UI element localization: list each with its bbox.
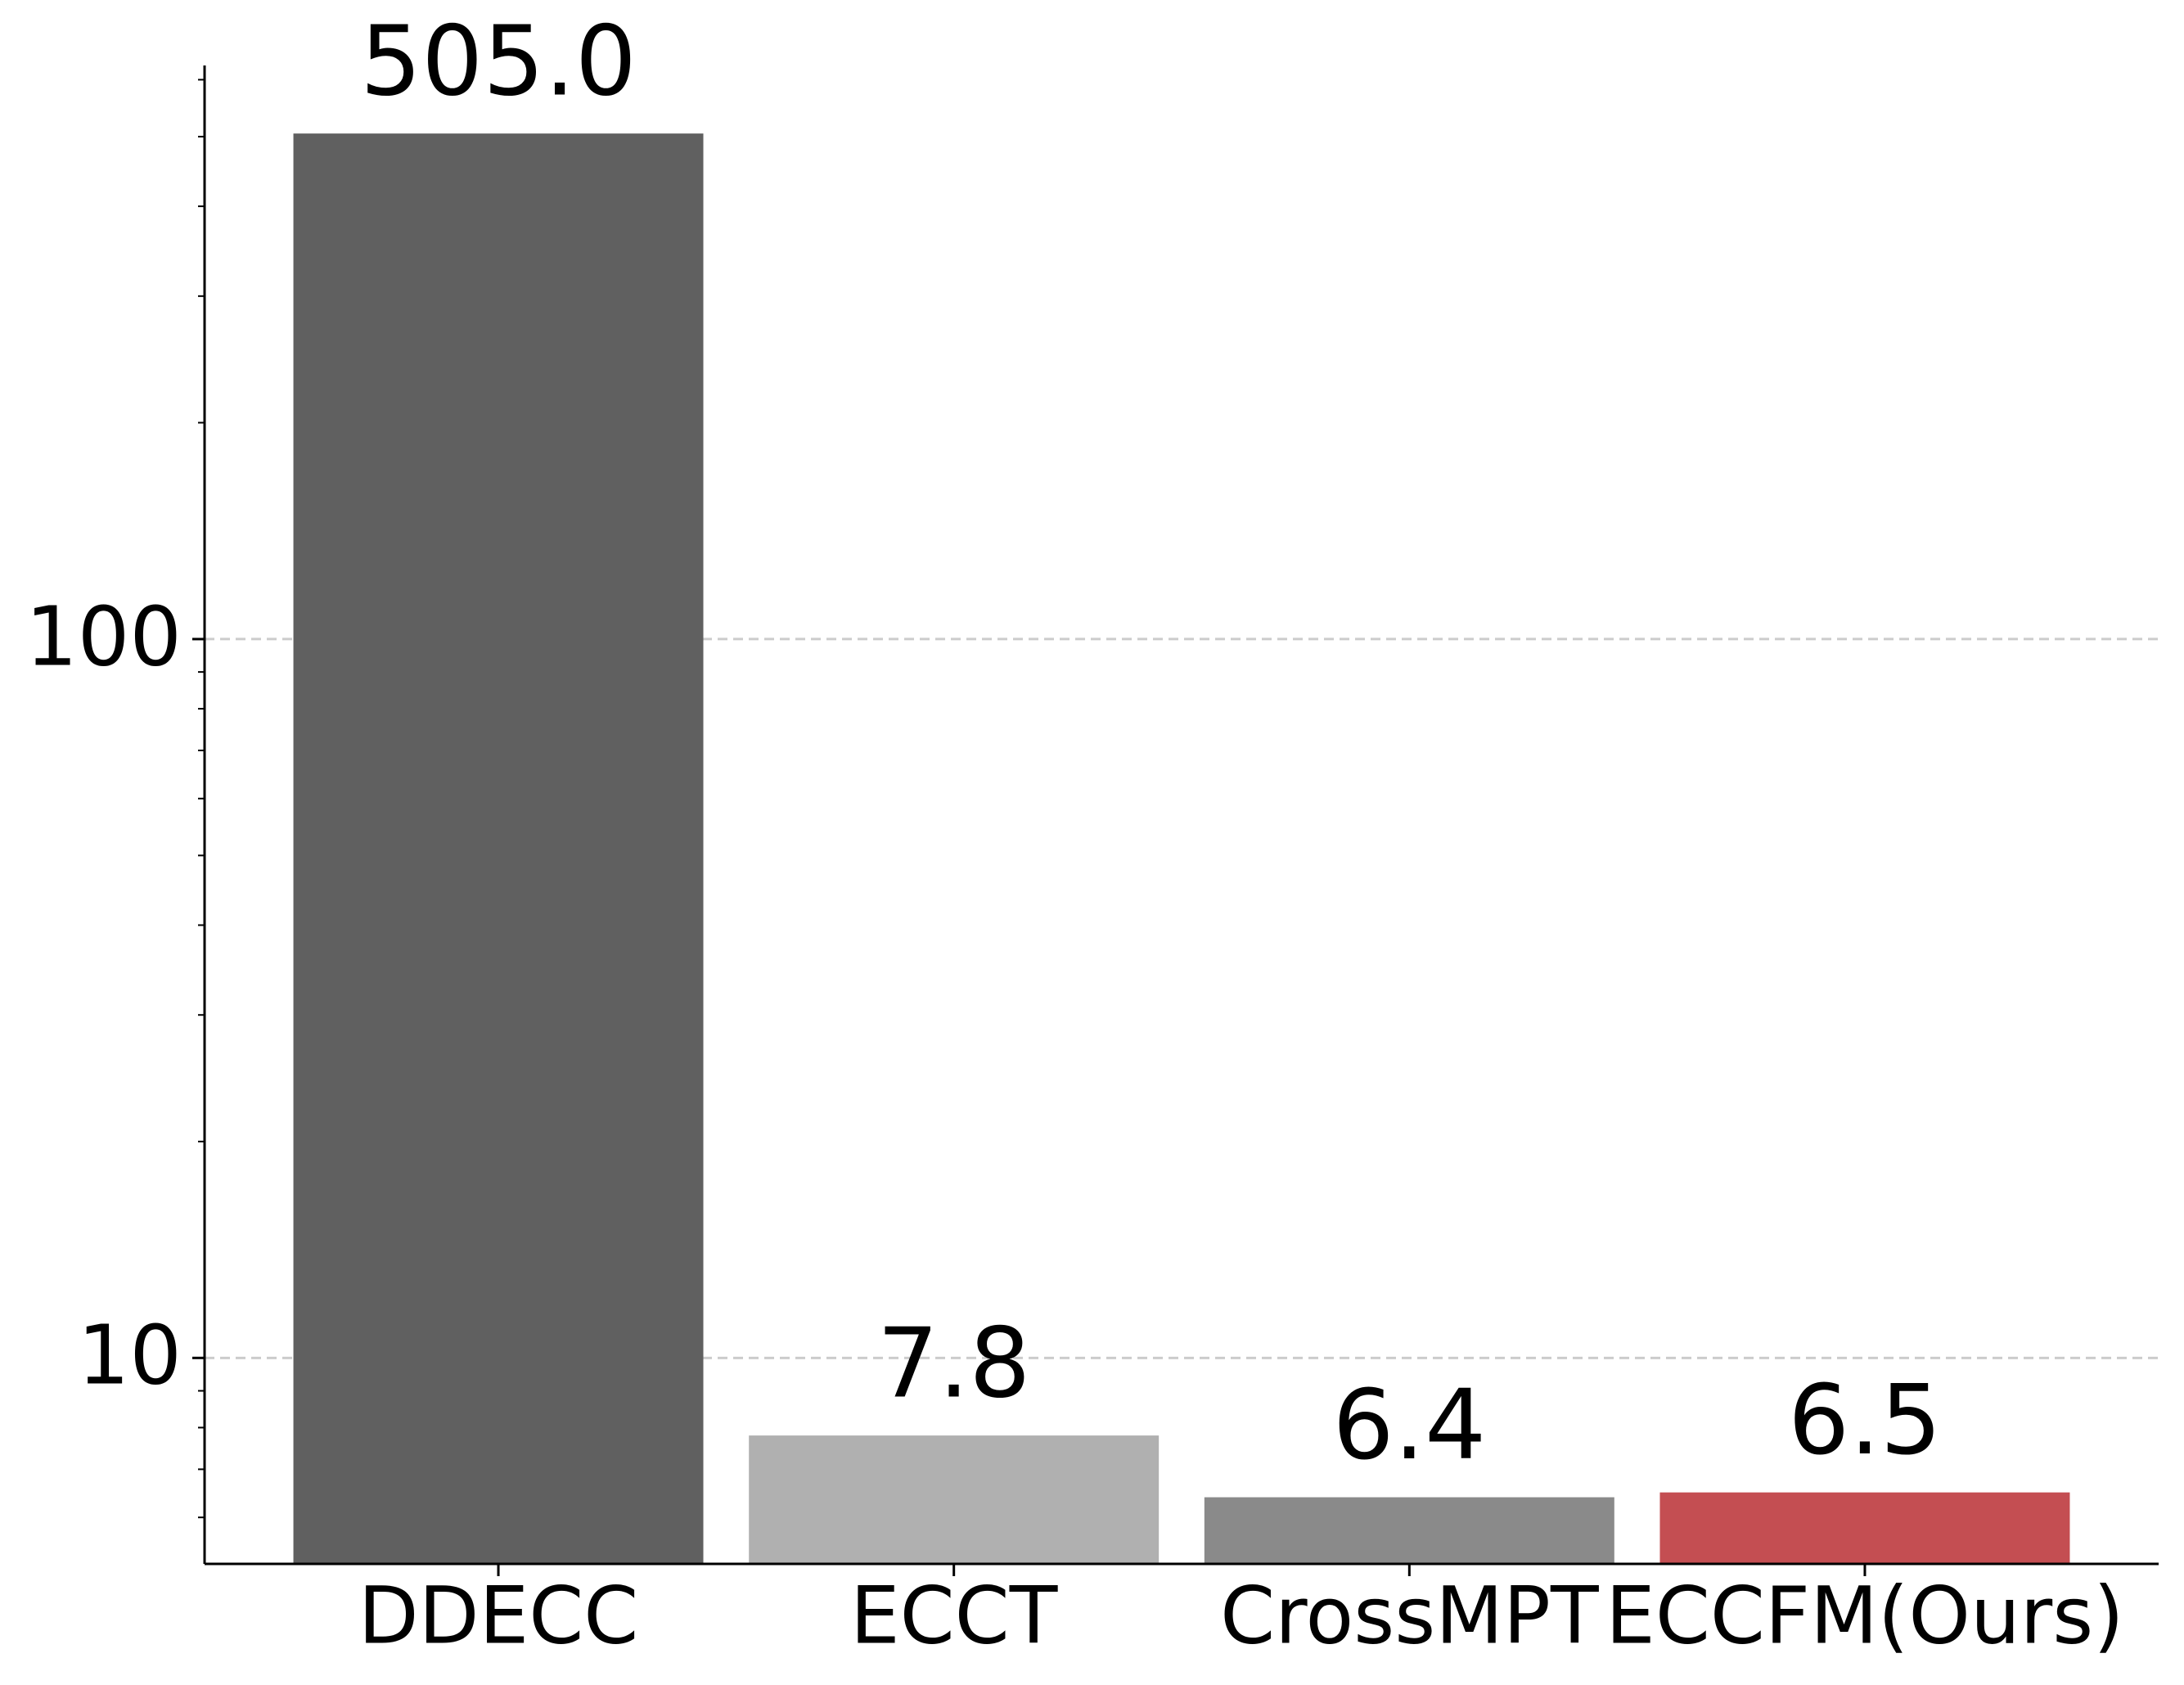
value-label: 6.5 bbox=[1788, 1363, 1942, 1476]
y-tick-label: 10 bbox=[78, 1308, 182, 1403]
bar bbox=[749, 1435, 1160, 1564]
bar bbox=[293, 133, 704, 1564]
y-tick-label: 100 bbox=[25, 588, 182, 684]
value-label: 7.8 bbox=[877, 1306, 1031, 1419]
bar bbox=[1204, 1497, 1614, 1564]
x-tick-label: ECCT bbox=[850, 1570, 1058, 1661]
value-label: 505.0 bbox=[360, 4, 637, 117]
x-tick-label: CrossMPT bbox=[1220, 1570, 1599, 1661]
bar bbox=[1659, 1492, 2070, 1564]
value-label: 6.4 bbox=[1332, 1368, 1486, 1481]
x-tick-label: DDECC bbox=[358, 1570, 639, 1661]
x-tick-label: ECCFM(Ours) bbox=[1605, 1570, 2124, 1661]
